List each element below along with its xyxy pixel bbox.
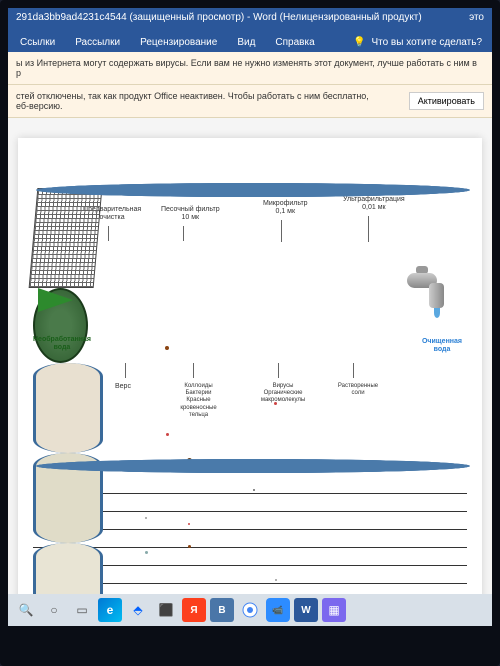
word-icon[interactable]: W xyxy=(294,598,318,622)
document-area[interactable]: Предварительная очистка Песочный фильтр … xyxy=(8,118,492,626)
app-icon[interactable]: ⬛ xyxy=(154,598,178,622)
tell-me-label: Что вы хотите сделать? xyxy=(371,37,482,48)
tab-links[interactable]: Ссылки xyxy=(18,33,57,52)
warning-text-1: ы из Интернета могут содержать вирусы. Е… xyxy=(16,58,477,78)
connector xyxy=(353,363,354,378)
activation-warning: стей отключены, так как продукт Office н… xyxy=(8,85,492,118)
chrome-icon[interactable] xyxy=(238,598,262,622)
label-salts: Растворенные соли xyxy=(333,383,383,397)
connector xyxy=(281,220,282,242)
activate-button[interactable]: Активировать xyxy=(409,92,484,110)
task-view-icon[interactable]: ▭ xyxy=(70,598,94,622)
faucet-icon xyxy=(402,258,452,318)
label-ultra-filter: Ультрафильтрация 0,01 мк xyxy=(343,196,405,213)
warning-text-2: стей отключены, так как продукт Office н… xyxy=(16,91,369,101)
label-viruses: Вирусы Органические макромолекулы xyxy=(258,383,308,405)
filtration-diagram: Предварительная очистка Песочный фильтр … xyxy=(33,188,467,468)
tell-me-search[interactable]: 💡 Что вы хотите сделать? xyxy=(353,33,482,52)
connector xyxy=(125,363,126,378)
edge-icon[interactable]: e xyxy=(98,598,122,622)
protected-view-warning: ы из Интернета могут содержать вирусы. Е… xyxy=(8,52,492,85)
zoom-icon[interactable]: 📹 xyxy=(266,598,290,622)
search-icon[interactable]: 🔍 xyxy=(14,598,38,622)
laptop-frame: 291da3bb9ad4231c4544 (защищенный просмот… xyxy=(0,0,500,666)
lightbulb-icon: 💡 xyxy=(353,37,365,48)
input-arrow-icon xyxy=(38,288,73,312)
connector xyxy=(108,226,109,241)
label-sand-filter: Песочный фильтр 10 мк xyxy=(161,206,220,223)
document-title: 291da3bb9ad4231c4544 (защищенный просмот… xyxy=(16,12,422,23)
page: Предварительная очистка Песочный фильтр … xyxy=(18,138,482,606)
title-right: это xyxy=(469,12,484,23)
mesh-pre-filter xyxy=(29,188,103,288)
label-clean-water: Очищенная вода xyxy=(422,338,462,355)
app-icon-2[interactable]: ▦ xyxy=(322,598,346,622)
dropbox-icon[interactable]: ⬘ xyxy=(126,598,150,622)
label-colloids: Коллоиды Бактерии Красные кровеносные те… xyxy=(171,383,226,419)
cortana-icon[interactable]: ○ xyxy=(42,598,66,622)
label-micro-filter: Микрофильтр 0,1 мк xyxy=(263,200,308,217)
yandex-icon[interactable]: Я xyxy=(182,598,206,622)
tab-mailings[interactable]: Рассылки xyxy=(73,33,122,52)
connector xyxy=(278,363,279,378)
warning-text-2b: еб-версию. xyxy=(16,101,369,111)
tab-review[interactable]: Рецензирование xyxy=(138,33,219,52)
tab-help[interactable]: Справка xyxy=(273,33,316,52)
vk-icon[interactable]: В xyxy=(210,598,234,622)
screen: 291da3bb9ad4231c4544 (защищенный просмот… xyxy=(8,8,492,626)
label-raw-water: Необработанная вода xyxy=(33,336,91,353)
ribbon-tabs: Ссылки Рассылки Рецензирование Вид Справ… xyxy=(8,27,492,52)
connector xyxy=(368,216,369,242)
taskbar: 🔍 ○ ▭ e ⬘ ⬛ Я В 📹 W ▦ xyxy=(8,594,492,626)
title-bar: 291da3bb9ad4231c4544 (защищенный просмот… xyxy=(8,8,492,27)
label-bers: Верс xyxy=(115,383,131,391)
connector xyxy=(193,363,194,378)
connector xyxy=(183,226,184,241)
tab-view[interactable]: Вид xyxy=(235,33,257,52)
